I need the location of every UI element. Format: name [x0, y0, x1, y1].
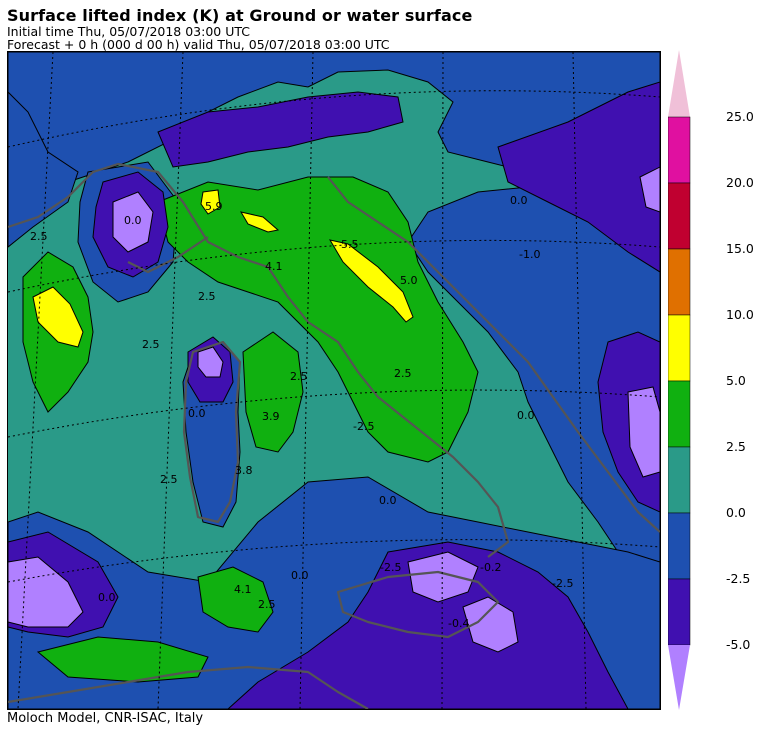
map-canvas: 5.9 5.5 5.0 4.1 2.5 2.5 2.5 0.0 0.0 3.9 … [8, 52, 660, 709]
initial-time-text: Initial time Thu, 05/07/2018 03:00 UTC [7, 24, 250, 39]
colorbar-bin-2.5-5 [668, 380, 691, 448]
contour-labels: 5.9 5.5 5.0 4.1 2.5 2.5 2.5 0.0 0.0 3.9 … [30, 194, 573, 630]
colorbar-bin-20-25 [668, 116, 691, 184]
contour-label: -1.0 [519, 248, 540, 261]
region-high-west [32, 286, 84, 348]
colorbar-bin-10-15 [668, 248, 691, 316]
region-verylow-ionian [462, 596, 519, 653]
region-low-south [227, 541, 629, 709]
contour-label: 5.0 [400, 274, 418, 287]
contour-label: 5.9 [205, 200, 223, 213]
contour-label: 2.5 [394, 367, 412, 380]
region-verylow-gulf [112, 191, 154, 253]
region-low-northeast [497, 81, 660, 273]
contour-label: 0.0 [98, 591, 116, 604]
contour-label: -2.5 [353, 420, 374, 433]
contour-label: 2.5 [160, 473, 178, 486]
region-positive-south [197, 566, 274, 633]
colorbar-bin-0-2.5 [668, 446, 691, 514]
contour-label: 0.0 [379, 494, 397, 507]
map-title: Surface lifted index (K) at Ground or wa… [7, 6, 473, 25]
contour-label: 4.1 [265, 260, 283, 273]
colorbar-bin-5-10 [668, 314, 691, 382]
region-verylow-east [639, 166, 660, 213]
contour-label: -2.5 [552, 577, 573, 590]
colorbar-label: 0.0 [726, 505, 746, 520]
contour-label: 3.9 [262, 410, 280, 423]
graticule [8, 52, 660, 709]
contour-label: 0.0 [291, 569, 309, 582]
colorbar-label: -5.0 [726, 637, 751, 652]
region-positive-tyrrhenian [242, 331, 304, 453]
contour-label: 0.0 [510, 194, 528, 207]
region-verylow-sardinia [197, 346, 224, 378]
region-verylow-sicily [407, 551, 479, 603]
region-high-apennine [328, 239, 414, 323]
colorbar-label: 2.5 [726, 439, 746, 454]
lifted-index-map: 5.9 5.5 5.0 4.1 2.5 2.5 2.5 0.0 0.0 3.9 … [7, 51, 661, 710]
contour-label: 2.5 [290, 370, 308, 383]
colorbar-label: 20.0 [726, 175, 754, 190]
colorbar-label: 15.0 [726, 241, 754, 256]
colorbar-bottom-triangle [668, 645, 690, 710]
colorbar-bin-15-20 [668, 182, 691, 250]
contour-label: 0.0 [188, 407, 206, 420]
colorbar-label: 5.0 [726, 373, 746, 388]
region-negative-west [8, 91, 79, 248]
contour-label: -0.2 [480, 561, 501, 574]
contour-label: 2.5 [142, 338, 160, 351]
colorbar-bin-minus2.5-0 [668, 512, 691, 580]
region-high-alps [200, 189, 221, 215]
contour-label: 2.5 [258, 598, 276, 611]
contour-label: 0.0 [517, 409, 535, 422]
region-positive-po-valley [157, 176, 479, 463]
model-credit: Moloch Model, CNR-ISAC, Italy [7, 711, 204, 726]
contour-label: -0.4 [448, 617, 469, 630]
colorbar-label: 10.0 [726, 307, 754, 322]
colorbar-label: 25.0 [726, 109, 754, 124]
forecast-valid-text: Forecast + 0 h (000 d 00 h) valid Thu, 0… [7, 37, 390, 52]
contour-label: 0.0 [124, 214, 142, 227]
contour-label: -2.5 [380, 561, 401, 574]
region-positive-sw [36, 636, 209, 683]
colorbar-label: -2.5 [726, 571, 751, 586]
region-verylow-balkan [627, 386, 660, 478]
colorbar-top-triangle [668, 50, 690, 117]
region-low-alps [157, 91, 404, 168]
contour-label: 3.8 [235, 464, 253, 477]
colorbar [668, 50, 691, 710]
region-verylow-southwest [8, 556, 84, 628]
colorbar-bin-minus5-minus2.5 [668, 578, 691, 646]
contour-label: 2.5 [198, 290, 216, 303]
coastlines [8, 162, 660, 709]
contour-label: 5.5 [341, 238, 359, 251]
contour-label: 2.5 [30, 230, 48, 243]
region-high-lake [239, 211, 280, 233]
contour-label: 4.1 [234, 583, 252, 596]
